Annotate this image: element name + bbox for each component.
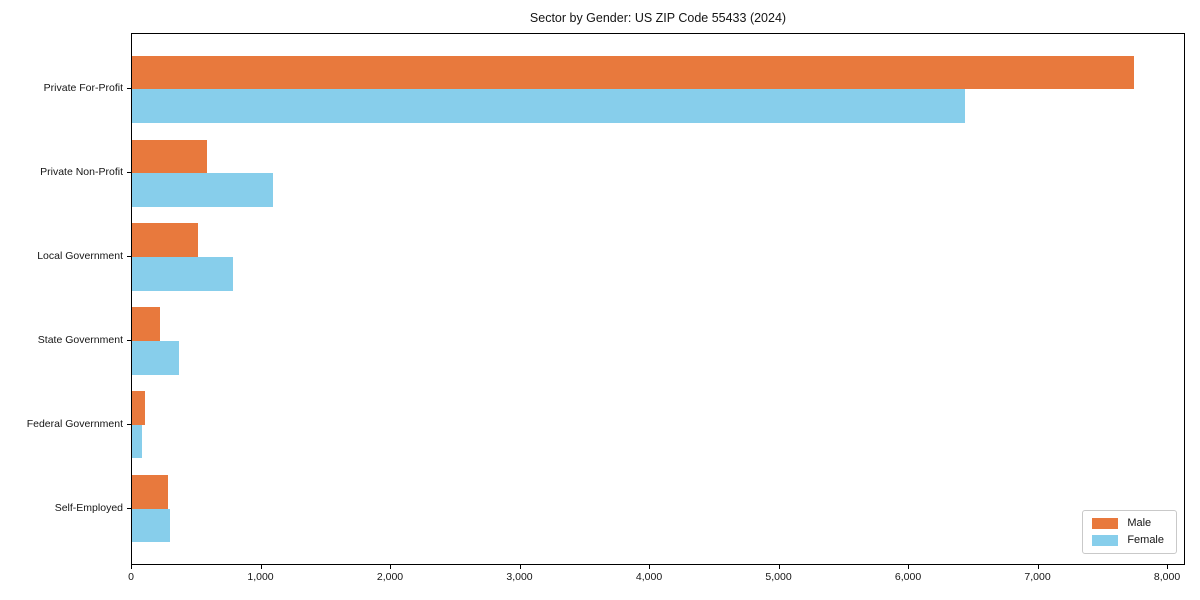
x-tick-label: 5,000 [765,571,792,583]
bar-female-local-government [132,257,234,291]
x-tick-label: 0 [128,571,134,583]
bar-male-state-government [132,307,161,341]
x-tick-mark [1037,565,1039,569]
x-tick-label: 7,000 [1024,571,1051,583]
y-category-label: Federal Government [26,417,123,430]
chart-title: Sector by Gender: US ZIP Code 55433 (202… [529,11,787,25]
y-category-label: Private For-Profit [43,82,123,95]
x-tick-label: 8,000 [1153,571,1181,583]
y-category-label: State Government [37,333,123,346]
bar-male-private-non-profit [132,139,208,174]
bar-female-self-employed [132,508,170,543]
legend-swatch-male [1092,518,1119,529]
x-tick-label: 6,000 [894,571,922,583]
bar-male-private-for-profit [132,55,1135,90]
y-category-label: Local Government [37,250,123,263]
y-tick-mark [127,423,131,425]
legend-label-female: Female [1127,534,1164,546]
x-tick-label: 4,000 [635,571,663,583]
x-tick-mark [131,565,132,569]
bar-female-private-for-profit [132,89,965,123]
legend-entry-female: Female [1092,535,1164,546]
y-tick-mark [127,172,131,174]
y-category-label: Private Non-Profit [40,166,123,179]
y-tick-mark [127,88,131,90]
y-category-label: Self-Employed [54,501,123,514]
legend-swatch-female [1092,535,1119,546]
x-tick-mark [1167,565,1169,569]
bar-male-self-employed [132,475,169,509]
x-tick-mark [519,565,521,569]
legend-label-male: Male [1127,517,1152,529]
legend: Male Female [1082,510,1177,554]
x-tick-label: 1,000 [247,571,274,583]
y-tick-mark [127,256,131,258]
x-tick-mark [260,565,262,569]
bar-female-state-government [132,340,179,375]
y-tick-mark [127,507,131,509]
bar-female-federal-government [132,424,143,459]
bar-male-federal-government [132,391,145,425]
bar-female-private-non-profit [132,173,274,207]
plot-area: Male Female [131,33,1185,565]
x-tick-mark [908,565,910,569]
x-tick-mark [649,565,651,569]
x-tick-mark [778,565,780,569]
legend-entry-male: Male [1092,518,1164,529]
x-tick-label: 3,000 [506,571,533,583]
bar-male-local-government [132,223,199,258]
x-tick-mark [390,565,392,569]
x-tick-label: 2,000 [376,571,404,583]
y-tick-mark [127,339,131,341]
